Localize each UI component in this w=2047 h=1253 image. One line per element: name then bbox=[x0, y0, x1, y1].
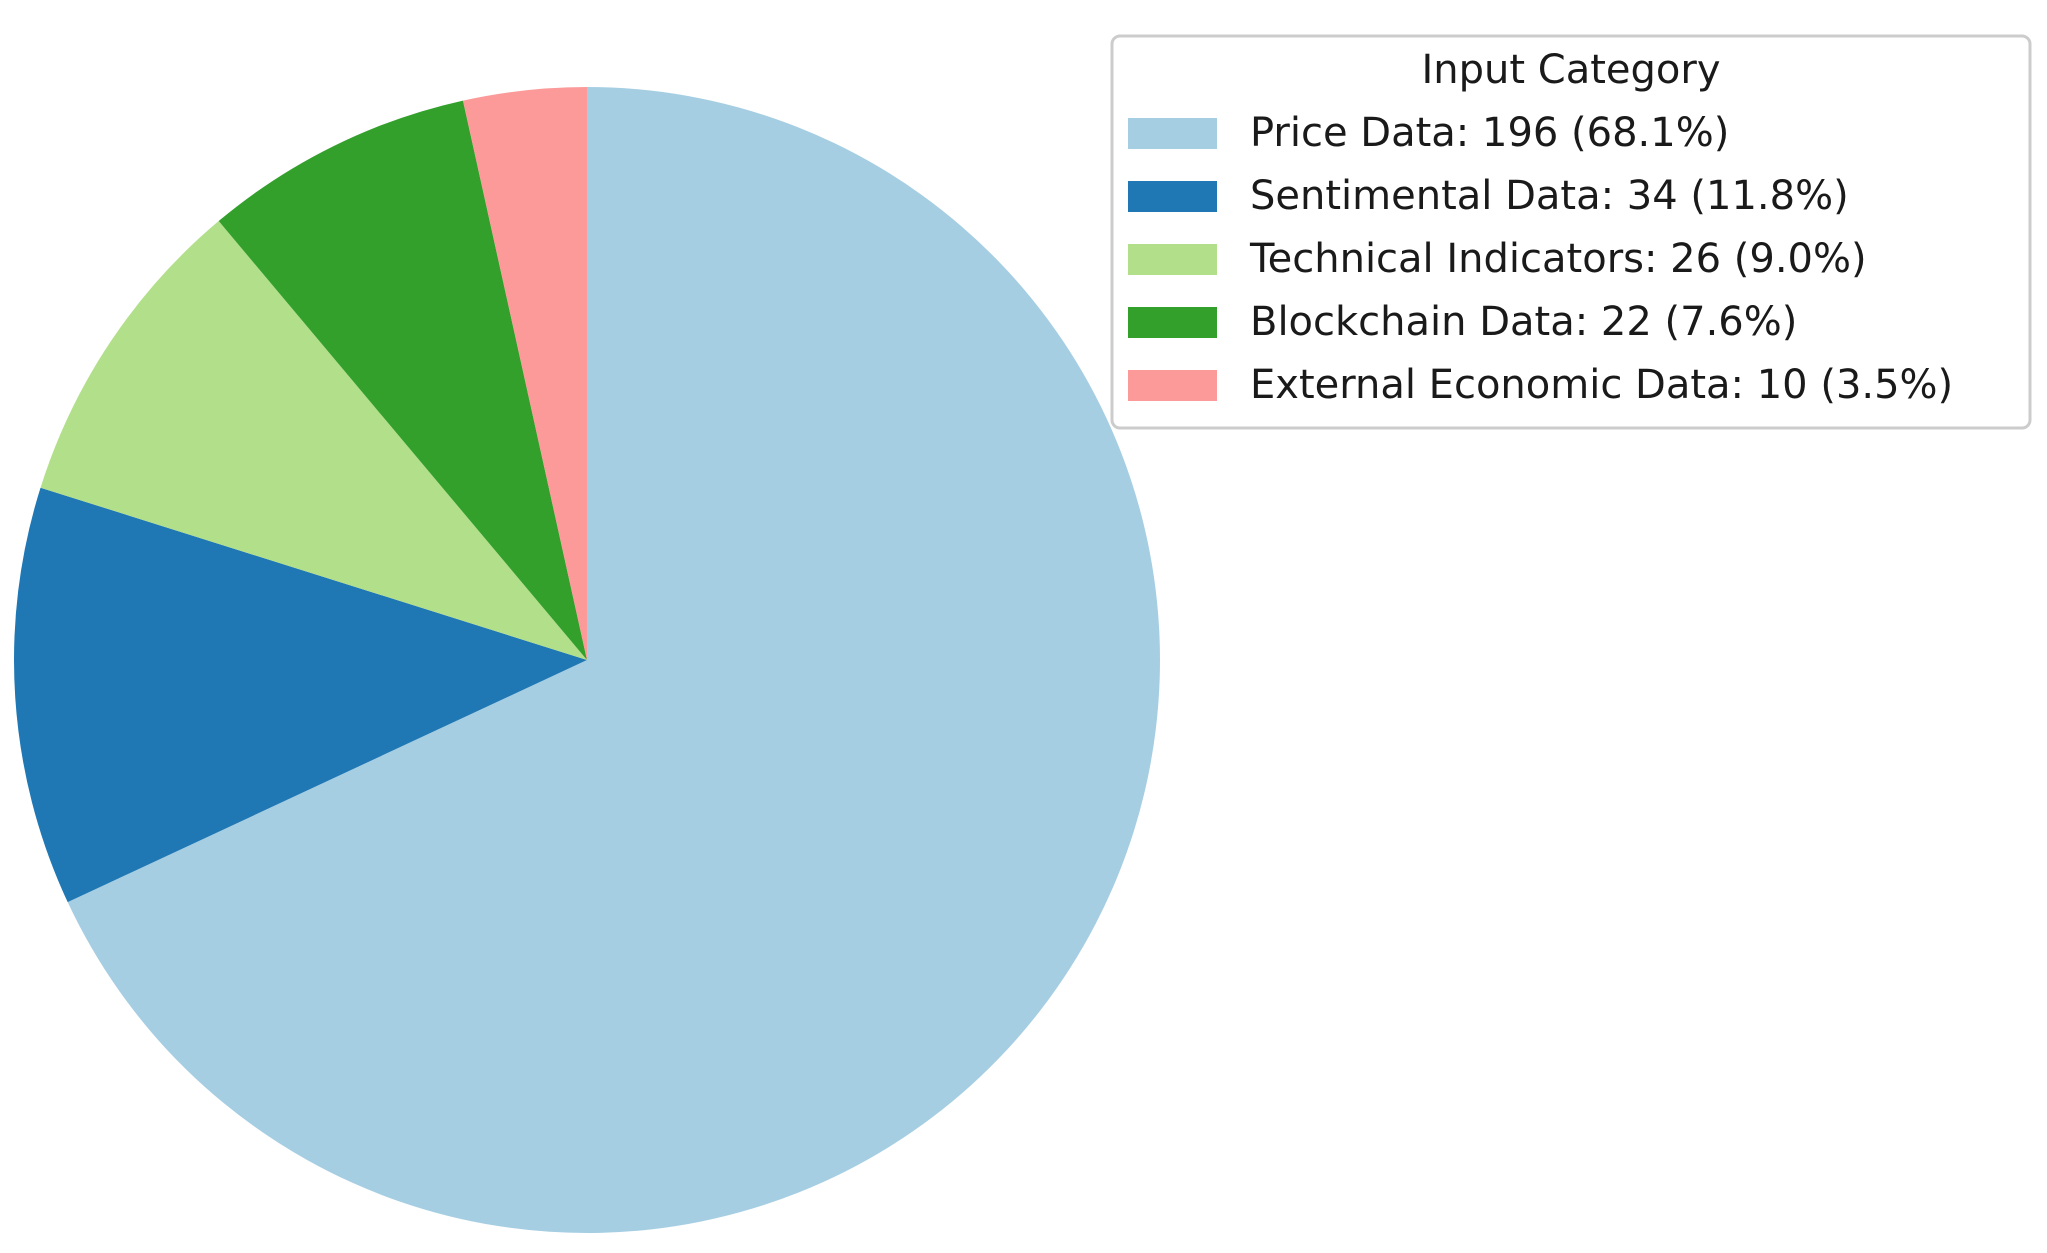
legend-swatch bbox=[1128, 118, 1217, 149]
pie-slices bbox=[14, 87, 1161, 1233]
pie-slice-technical-indicators bbox=[40, 221, 587, 660]
legend-label: Blockchain Data: 22 (7.6%) bbox=[1250, 299, 1797, 345]
legend-swatch bbox=[1128, 181, 1217, 212]
legend-frame bbox=[1110, 34, 2032, 430]
pie-slice-external-economic-data bbox=[462, 87, 587, 660]
pie-slice-price-data bbox=[67, 87, 1161, 1233]
legend-swatch bbox=[1128, 244, 1217, 275]
legend-swatch bbox=[1128, 307, 1217, 338]
legend-label: Price Data: 196 (68.1%) bbox=[1250, 110, 1729, 156]
legend-items: Price Data: 196 (68.1%) Sentimental Data:… bbox=[1128, 110, 1953, 408]
legend-label: Sentimental Data: 34 (11.8%) bbox=[1250, 173, 1849, 219]
pie-slice-blockchain-data bbox=[218, 100, 587, 660]
legend-label: Technical Indicators: 26 (9.0%) bbox=[1249, 236, 1867, 282]
legend-label: External Economic Data: 10 (3.5%) bbox=[1250, 362, 1953, 408]
legend: Input Category Price Data: 196 (68.1%) Se… bbox=[1110, 34, 2032, 430]
legend-swatch bbox=[1128, 370, 1217, 401]
pie-slice-sentimental-data bbox=[14, 487, 588, 903]
legend-title: Input Category bbox=[1421, 47, 1720, 93]
